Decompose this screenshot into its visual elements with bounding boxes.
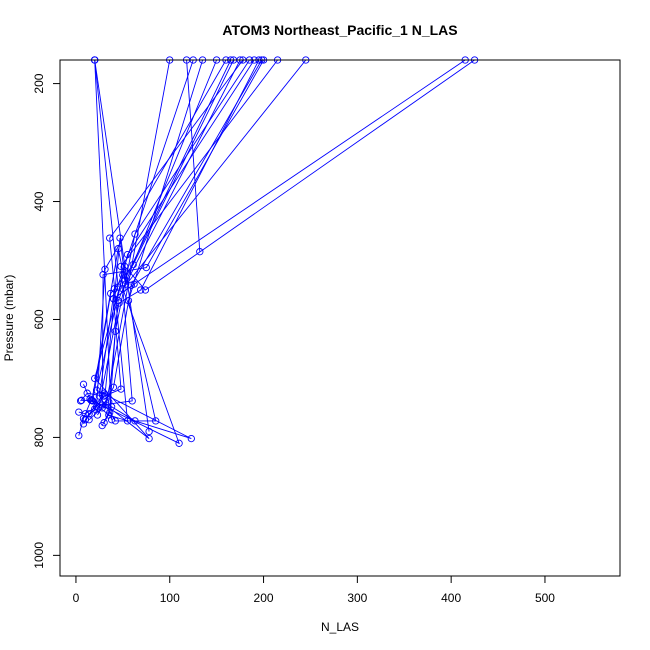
data-point-15-0 xyxy=(121,262,129,271)
data-point-18-0 xyxy=(196,248,204,256)
data-point-17-2 xyxy=(145,434,153,443)
series-line-20 xyxy=(94,60,113,420)
data-point-4-0 xyxy=(79,420,88,428)
plot-frame xyxy=(59,59,621,577)
series-line-7 xyxy=(103,60,250,423)
series-line-18 xyxy=(186,60,201,252)
data-point-0-0 xyxy=(76,397,85,405)
series-line-8 xyxy=(88,60,264,421)
data-point-4-1 xyxy=(85,410,93,418)
data-point-2-4 xyxy=(117,262,125,271)
data-point-1-3 xyxy=(101,265,109,273)
series-line-6 xyxy=(81,60,234,402)
data-point-5-3 xyxy=(116,234,124,242)
data-point-12-3 xyxy=(187,434,195,443)
data-point-9-0 xyxy=(88,396,96,404)
chart-title: ATOM3 Northeast_Pacific_1 N_LAS xyxy=(222,22,457,38)
y-tick-label-2: 600 xyxy=(32,309,46,329)
x-axis-label: N_LAS xyxy=(321,620,359,634)
data-point-1-0 xyxy=(75,408,83,416)
y-tick-label-3: 800 xyxy=(32,427,46,447)
data-point-16-2 xyxy=(119,285,127,293)
series-group xyxy=(78,60,475,445)
data-point-6-3 xyxy=(129,260,137,269)
data-point-9-2 xyxy=(121,276,129,284)
data-point-13-0 xyxy=(110,285,119,293)
data-point-3-5 xyxy=(106,234,114,242)
data-point-4-2 xyxy=(94,404,103,412)
data-point-16-0 xyxy=(89,397,97,405)
series-line-16 xyxy=(92,60,307,445)
x-tick-label-4: 400 xyxy=(441,591,461,605)
series-line-13 xyxy=(98,60,204,422)
data-point-2-3 xyxy=(128,397,136,405)
data-point-3-4 xyxy=(123,417,132,425)
series-line-12 xyxy=(96,60,255,440)
y-axis-label: Pressure (mbar) xyxy=(2,275,16,362)
data-point-17-1 xyxy=(91,374,99,383)
data-point-13-1 xyxy=(95,392,104,400)
data-point-3-1 xyxy=(79,414,88,423)
data-point-13-3 xyxy=(152,417,160,425)
data-point-16-1 xyxy=(175,439,183,447)
y-axis: 200 400 600 800 1000 xyxy=(32,73,61,569)
data-point-9-1 xyxy=(114,245,122,253)
y-tick-label-1: 400 xyxy=(32,191,46,211)
data-point-10-1 xyxy=(109,383,118,391)
data-point-3-0 xyxy=(75,431,83,440)
data-point-14-0 xyxy=(109,295,118,303)
data-point-21-0 xyxy=(114,283,122,291)
data-point-11-3 xyxy=(114,296,122,305)
series-line-11 xyxy=(84,60,218,420)
data-point-0-2 xyxy=(100,392,108,400)
series-line-15 xyxy=(124,60,475,291)
data-point-15-1 xyxy=(141,286,150,294)
data-point-7-2 xyxy=(111,327,119,335)
x-axis: 0 100 200 300 400 500 xyxy=(73,575,555,605)
data-point-11-0 xyxy=(81,416,89,424)
data-point-13-4 xyxy=(124,296,133,305)
data-point-14-1 xyxy=(130,280,138,288)
data-point-6-0 xyxy=(77,396,86,404)
data-point-0-3 xyxy=(117,385,125,393)
data-point-19-0 xyxy=(145,427,153,436)
series-line-19 xyxy=(94,60,150,432)
y-tick-label-4: 1000 xyxy=(32,542,46,569)
data-point-10-0 xyxy=(93,411,102,419)
data-point-17-0 xyxy=(119,271,127,279)
data-point-5-1 xyxy=(91,405,99,413)
data-point-7-3 xyxy=(131,230,139,238)
data-point-1-1 xyxy=(81,410,89,418)
y-tick-label-0: 200 xyxy=(32,73,46,93)
data-point-12-4 xyxy=(92,386,101,394)
series-line-9 xyxy=(91,60,232,401)
data-point-12-2 xyxy=(131,417,139,425)
points-group xyxy=(75,56,479,447)
x-tick-label-1: 100 xyxy=(160,591,180,605)
data-point-4-4 xyxy=(137,286,145,294)
x-tick-label-0: 0 xyxy=(73,591,80,605)
data-point-20-0 xyxy=(107,416,116,424)
data-point-8-3 xyxy=(142,263,150,272)
data-point-2-0 xyxy=(79,380,88,388)
series-line-21 xyxy=(94,60,119,288)
data-point-8-0 xyxy=(85,416,93,424)
data-point-13-2 xyxy=(111,417,119,425)
series-line-17 xyxy=(94,60,171,439)
x-tick-label-3: 300 xyxy=(347,591,367,605)
data-point-0-1 xyxy=(83,389,91,397)
data-point-8-2 xyxy=(99,271,107,279)
x-tick-label-5: 500 xyxy=(535,591,555,605)
data-point-12-0 xyxy=(98,421,106,430)
data-point-12-5 xyxy=(123,250,132,259)
x-tick-label-2: 200 xyxy=(254,591,274,605)
data-point-17-3 xyxy=(102,401,110,409)
